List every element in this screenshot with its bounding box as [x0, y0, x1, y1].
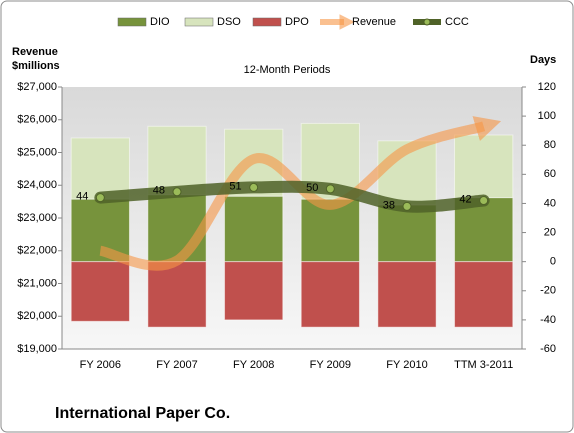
y-axis-title: Revenue — [12, 46, 58, 58]
legend-label: CCC — [445, 16, 469, 28]
bar — [147, 194, 207, 263]
footer: International Paper Co. — [55, 405, 230, 422]
legend-label: Revenue — [352, 16, 396, 28]
point — [95, 193, 105, 203]
chart-title: 12-Month Periods — [244, 64, 331, 76]
y2-tick-label: -40 — [540, 314, 556, 326]
bar — [147, 125, 207, 196]
data-label: 44 — [76, 191, 88, 203]
legend-swatch — [117, 17, 147, 27]
legend-label: DIO — [150, 16, 170, 28]
bar — [147, 261, 207, 328]
bar — [454, 261, 514, 328]
y2-tick-label: 100 — [538, 110, 556, 122]
bar — [70, 137, 130, 200]
bar — [224, 261, 284, 321]
point — [249, 182, 259, 192]
data-label: 48 — [153, 185, 165, 197]
bar — [70, 261, 130, 322]
bar — [377, 204, 437, 263]
y2-tick-label: 60 — [544, 168, 556, 180]
legend-swatch — [184, 17, 214, 27]
y-tick-label: $25,000 — [17, 146, 57, 158]
data-label: 42 — [459, 193, 471, 205]
bar — [454, 134, 514, 199]
legend-label: DPO — [285, 16, 309, 28]
y2-tick-label: -20 — [540, 285, 556, 297]
y2-axis-title: Days — [530, 54, 556, 66]
x-tick-label: FY 2008 — [233, 359, 274, 371]
x-tick-label: FY 2006 — [80, 359, 121, 371]
y-tick-label: $23,000 — [17, 212, 57, 224]
y2-tick-label: 80 — [544, 139, 556, 151]
x-tick-label: FY 2010 — [386, 359, 427, 371]
data-label: 50 — [306, 182, 318, 194]
y-axis-title: $millions — [12, 60, 60, 72]
point — [479, 196, 489, 206]
point — [325, 184, 335, 194]
bar — [224, 195, 284, 263]
y2-tick-label: 120 — [538, 81, 556, 93]
y-tick-label: $21,000 — [17, 277, 57, 289]
y-tick-label: $20,000 — [17, 310, 57, 322]
y-tick-label: $19,000 — [17, 343, 57, 355]
x-tick-label: FY 2007 — [156, 359, 197, 371]
plot-area — [62, 87, 522, 349]
line — [94, 180, 490, 213]
y2-tick-label: -60 — [540, 343, 556, 355]
line — [99, 116, 502, 271]
bar — [300, 261, 360, 328]
legend-swatch — [252, 17, 282, 27]
y-tick-label: $24,000 — [17, 179, 57, 191]
legend-label: DSO — [217, 16, 241, 28]
point — [402, 201, 412, 211]
legend-swatch — [423, 18, 431, 26]
y2-tick-label: 20 — [544, 226, 556, 238]
y-tick-label: $27,000 — [17, 81, 57, 93]
point — [172, 187, 182, 197]
bar — [377, 261, 437, 328]
y2-tick-label: 0 — [550, 256, 556, 268]
data-label: 51 — [229, 180, 241, 192]
y-tick-label: $26,000 — [17, 114, 57, 126]
y2-tick-label: 40 — [544, 197, 556, 209]
x-tick-label: TTM 3-2011 — [454, 359, 513, 371]
y-tick-label: $22,000 — [17, 245, 57, 257]
x-tick-label: FY 2009 — [310, 359, 351, 371]
data-label: 38 — [383, 199, 395, 211]
